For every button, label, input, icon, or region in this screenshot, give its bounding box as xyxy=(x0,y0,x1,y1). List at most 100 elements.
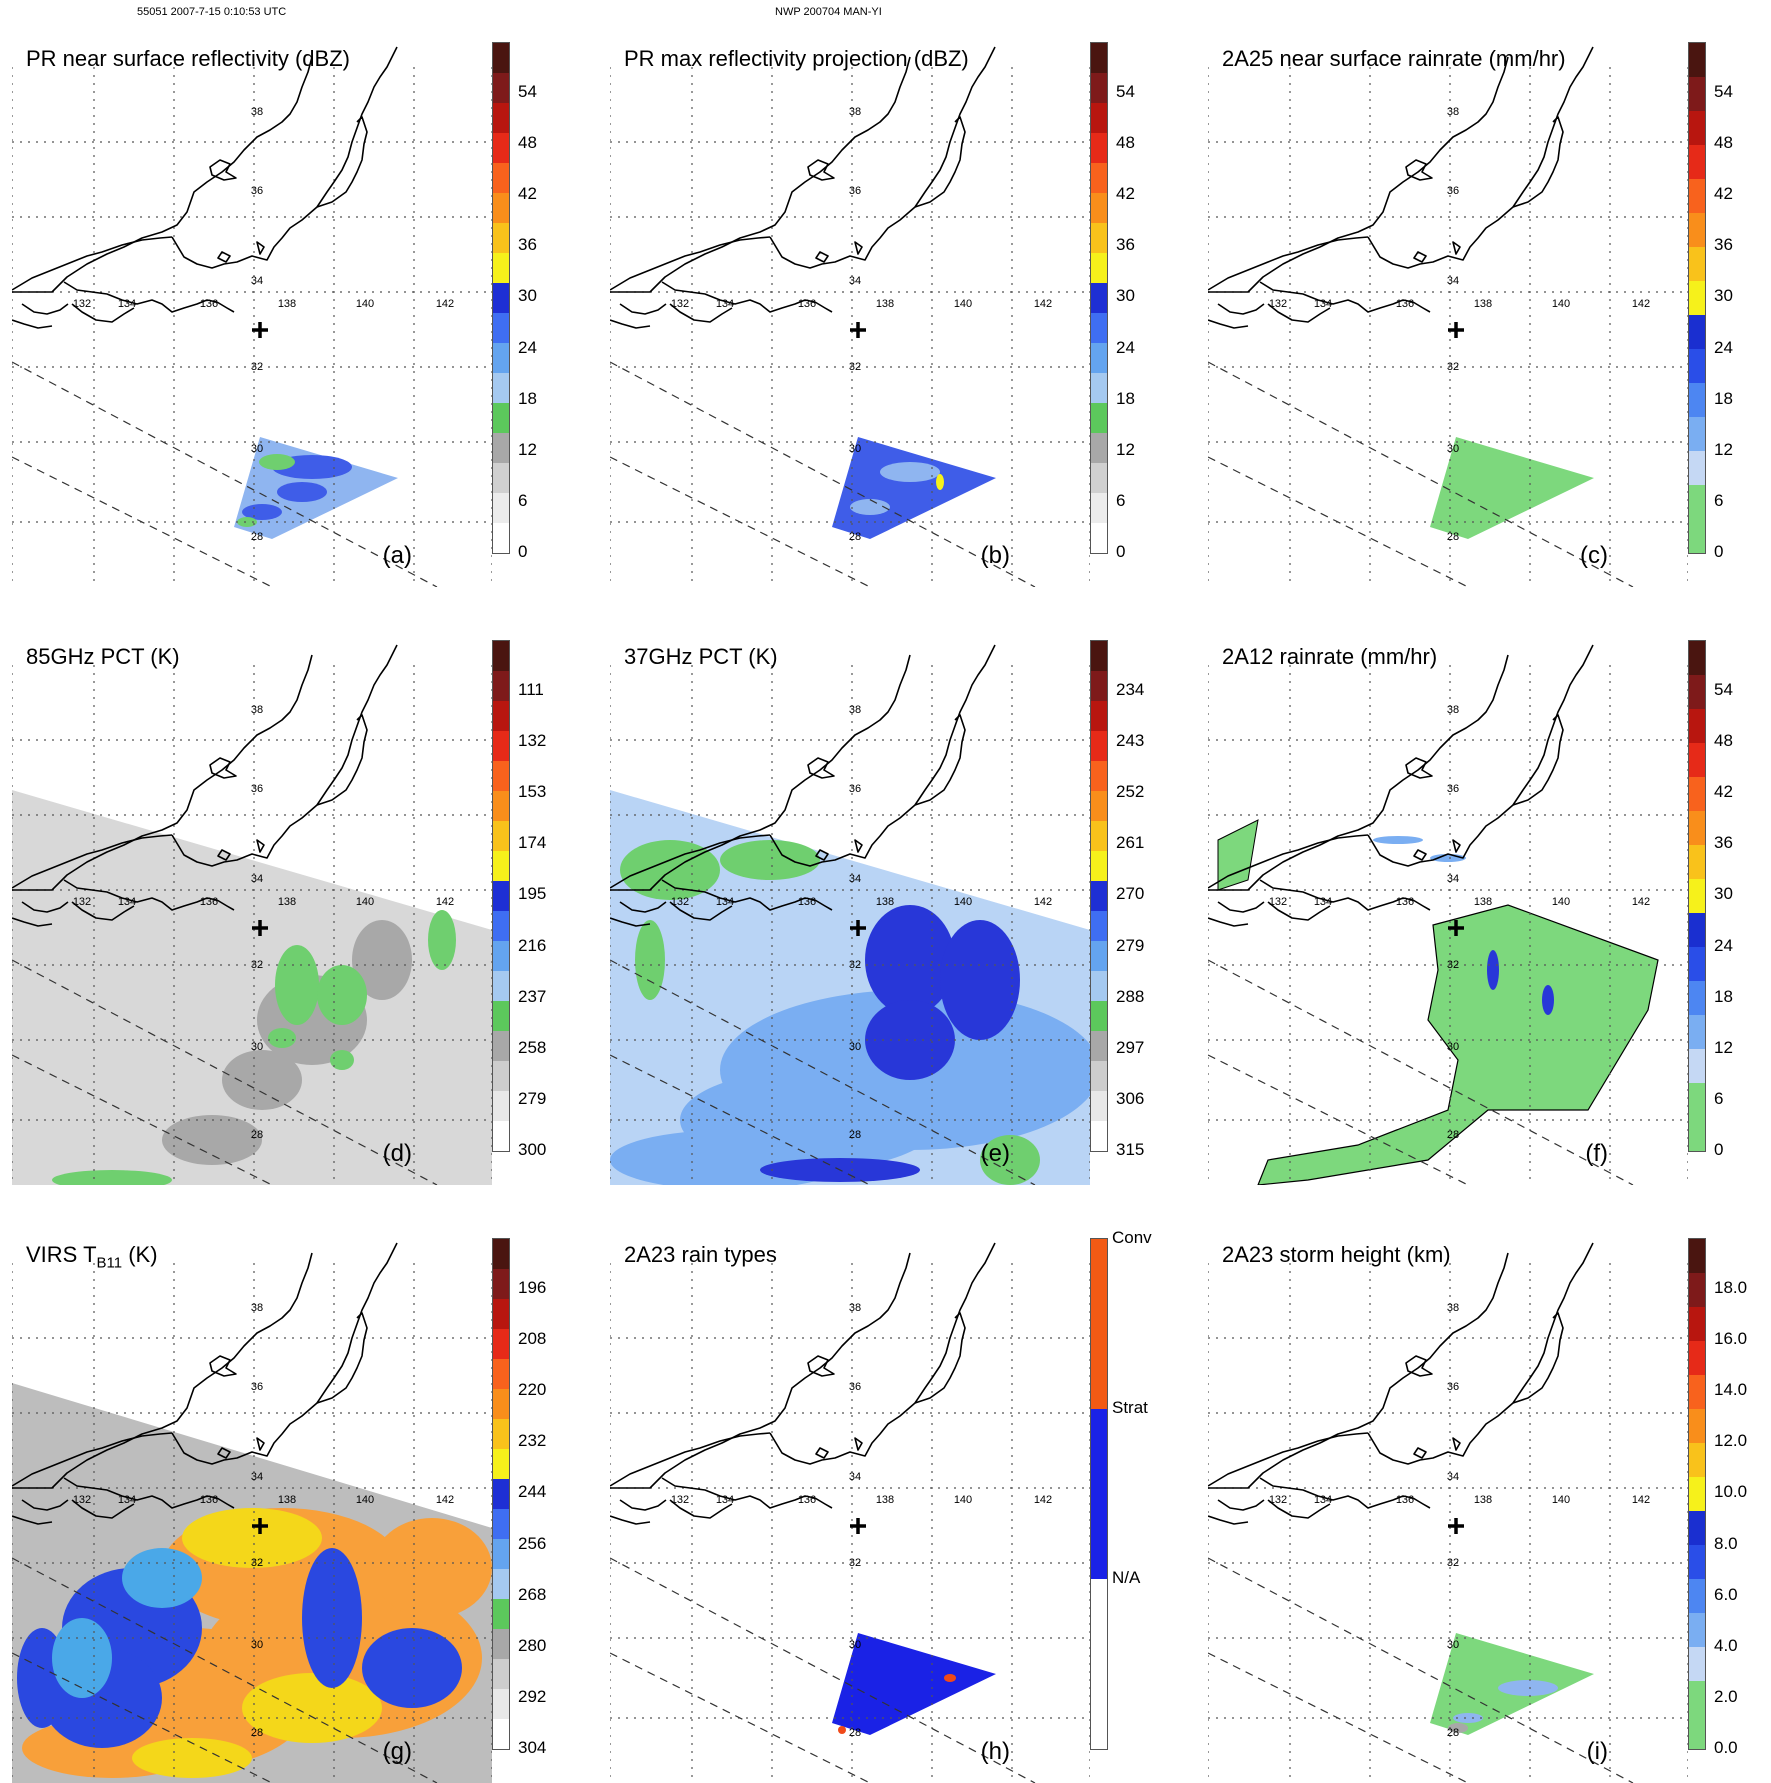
colorbar-segment xyxy=(1689,879,1705,913)
colorbar-ticks-i: 18.0 16.0 14.0 12.0 10.0 8.0 6.0 4.0 2.0 0.0 xyxy=(1714,1238,1771,1757)
coastline xyxy=(1208,56,1509,293)
coastline xyxy=(21,1499,69,1511)
swath-edge xyxy=(12,1557,438,1783)
lat-label: 28 xyxy=(849,531,861,543)
coastline xyxy=(914,714,966,806)
colorbar-segment xyxy=(1091,1522,1107,1579)
colorbar-segment xyxy=(493,73,509,103)
colorbar-segment xyxy=(1091,1239,1107,1296)
coastline xyxy=(256,839,265,853)
colorbar-tick-label: 12 xyxy=(1116,439,1135,459)
coastline xyxy=(769,644,996,867)
lon-label: 134 xyxy=(716,298,734,310)
colorbar-e xyxy=(1090,640,1108,1152)
coastline xyxy=(1259,1477,1431,1509)
coastline xyxy=(1413,1447,1427,1459)
colorbar-segment xyxy=(1689,1307,1705,1341)
colorbar-tick-label: 220 xyxy=(518,1380,547,1400)
coastline xyxy=(1208,1432,1369,1487)
coastline xyxy=(1452,839,1461,853)
coastline xyxy=(669,901,733,921)
panel-label-e: (e) xyxy=(980,1140,1010,1167)
colorbar-tick-label: 195 xyxy=(518,884,547,904)
colorbar-segment xyxy=(1091,133,1107,163)
lat-label: 36 xyxy=(849,185,861,197)
lon-label: 138 xyxy=(278,1494,296,1506)
lat-label: 32 xyxy=(1447,1557,1459,1569)
colorbar-g xyxy=(492,1238,510,1750)
map-d: 132 134 136 138 140 142 38 36 34 32 30 28 xyxy=(12,644,492,1185)
colorbar-segment xyxy=(1091,313,1107,343)
colorbar-tick-label: 270 xyxy=(1116,884,1145,904)
convective-pixel xyxy=(838,1726,846,1734)
colorbar-d xyxy=(492,640,510,1152)
coastline xyxy=(1217,303,1265,315)
panel-title-f: 2A12 rainrate (mm/hr) xyxy=(1222,644,1438,669)
colorbar-tick-label: 36 xyxy=(1714,235,1733,255)
storm-center-marker xyxy=(252,1518,268,1534)
colorbar-segment xyxy=(1689,519,1705,553)
storm-center-marker xyxy=(252,920,268,936)
colorbar-f xyxy=(1688,640,1706,1152)
panel-label-c: (c) xyxy=(1580,542,1608,569)
lat-label: 36 xyxy=(251,1381,263,1393)
weak-echo xyxy=(237,517,257,527)
lon-label: 132 xyxy=(1269,298,1287,310)
panel-title-d: 85GHz PCT (K) xyxy=(26,644,180,669)
colorbar-segment xyxy=(1091,671,1107,701)
coastline xyxy=(217,251,231,263)
coastline xyxy=(21,901,69,913)
colorbar-segment xyxy=(1091,103,1107,133)
colorbar-segment xyxy=(1689,1613,1705,1647)
ice-scattering-region xyxy=(275,945,319,1025)
coastline xyxy=(661,879,833,911)
colorbar-tick-label: 288 xyxy=(1116,986,1145,1006)
coastline xyxy=(171,644,398,867)
lon-label: 136 xyxy=(200,1494,218,1506)
colorbar-segment xyxy=(1689,1049,1705,1083)
lat-label: 30 xyxy=(849,1041,861,1053)
colorbar-segment xyxy=(493,373,509,403)
coastline xyxy=(914,116,966,208)
colorbar-segment xyxy=(1091,253,1107,283)
colorbar-tick-label: 30 xyxy=(1116,286,1135,306)
lat-label: 28 xyxy=(849,1129,861,1141)
coastline xyxy=(1267,901,1331,921)
colorbar-segment xyxy=(1689,1545,1705,1579)
coastline xyxy=(209,159,237,181)
lon-label: 138 xyxy=(1474,1494,1492,1506)
weak-echo xyxy=(259,454,295,470)
panel-h: 132 134 136 138 140 142 38 36 34 32 30 28 2A23 rain … xyxy=(598,1228,1152,1783)
lon-label: 134 xyxy=(716,1494,734,1506)
colorbar-tick-label: 30 xyxy=(1714,884,1733,904)
coastline xyxy=(669,1499,733,1519)
coastline xyxy=(815,251,829,263)
panel-title-i: 2A23 storm height (km) xyxy=(1222,1242,1451,1267)
colorbar-segment xyxy=(493,1001,509,1031)
colorbar-segment xyxy=(493,463,509,493)
coastline xyxy=(1452,241,1461,255)
colorbar-segment xyxy=(1091,1091,1107,1121)
lat-label: 28 xyxy=(1447,1129,1459,1141)
colorbar-segment xyxy=(1689,845,1705,879)
lat-label: 28 xyxy=(1447,531,1459,543)
coastline xyxy=(769,1242,996,1465)
colorbar-segment xyxy=(1091,463,1107,493)
colorbar-tick-label: 30 xyxy=(518,286,537,306)
colorbar-segment xyxy=(493,731,509,761)
lat-label: 36 xyxy=(849,1381,861,1393)
colorbar-segment xyxy=(493,881,509,911)
colorbar-segment xyxy=(493,223,509,253)
lat-label: 32 xyxy=(849,959,861,971)
colorbar-segment xyxy=(493,1719,509,1749)
colorbar-segment xyxy=(493,911,509,941)
colorbar-tick-label: 12 xyxy=(1714,439,1733,459)
coastline xyxy=(669,303,733,323)
panel-title-a: PR near surface reflectivity (dBZ) xyxy=(26,46,350,71)
colorbar-tick-label: 208 xyxy=(518,1329,547,1349)
colorbar-segment xyxy=(1091,493,1107,523)
colorbar-segment xyxy=(1689,417,1705,451)
lon-label: 134 xyxy=(1314,896,1332,908)
coastline xyxy=(1367,644,1594,867)
colorbar-segment xyxy=(1091,193,1107,223)
